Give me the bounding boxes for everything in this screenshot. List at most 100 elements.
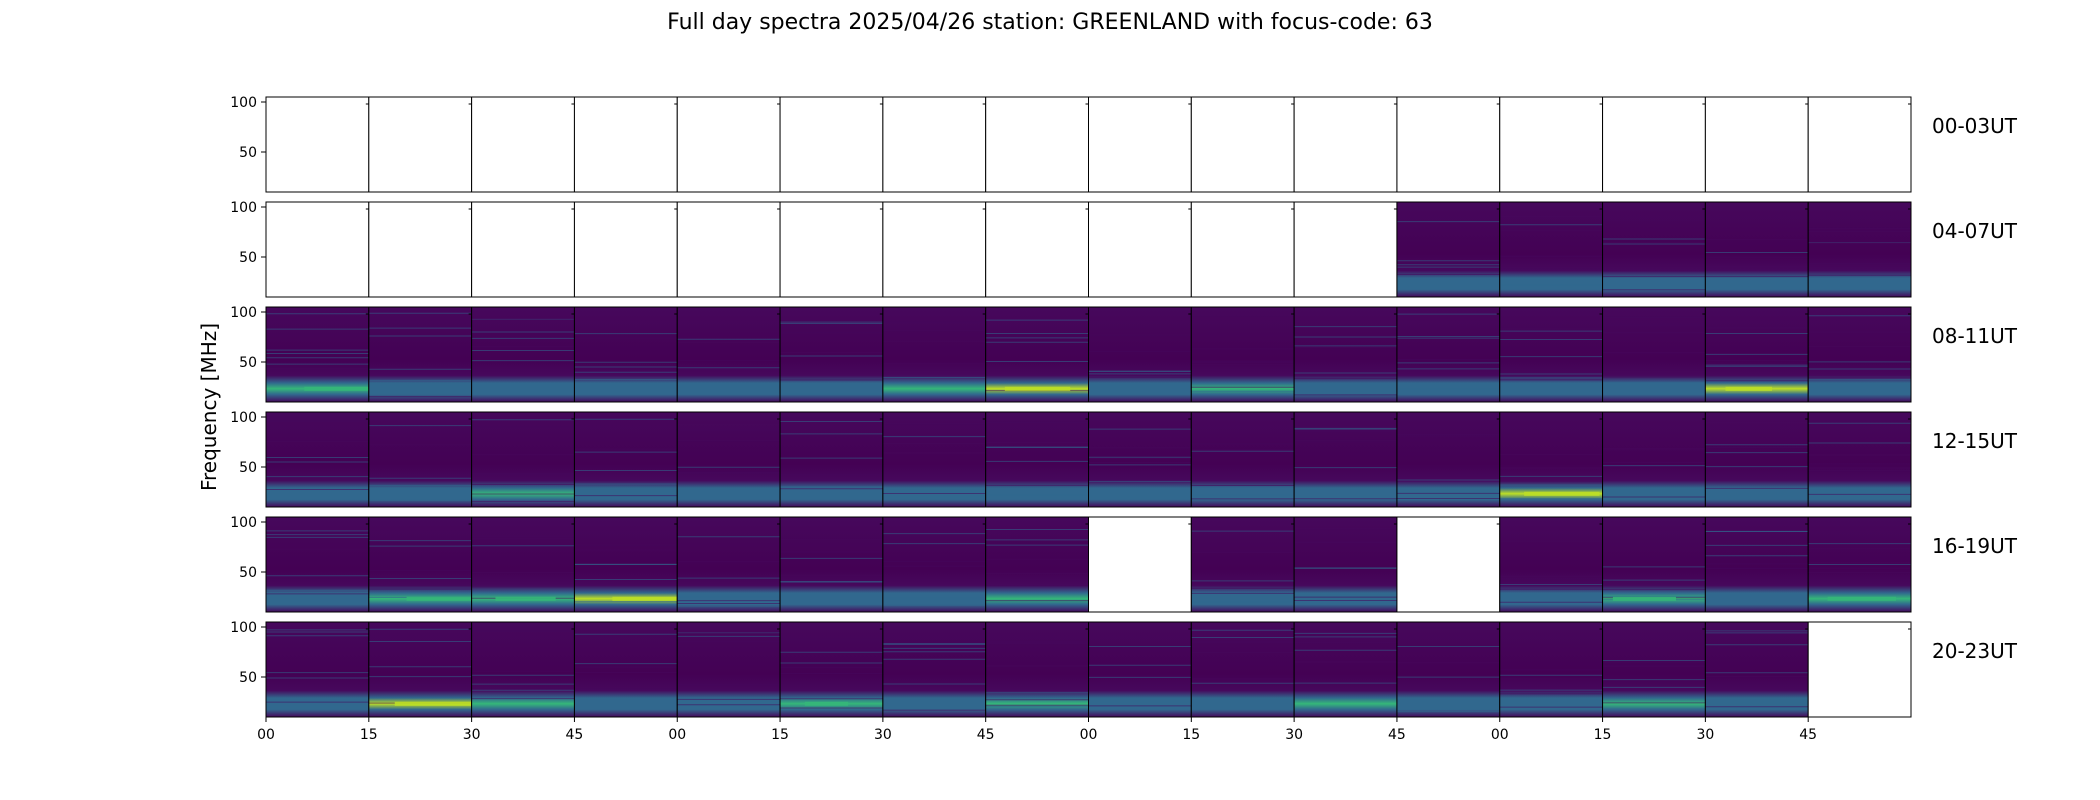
- emission-band: [394, 701, 472, 706]
- spectrum-cell: [1602, 412, 1706, 507]
- y-axis-label: Frequency [MHz]: [197, 323, 221, 491]
- spectrum-panel: [1807, 411, 1912, 508]
- row-label: 20-23UT: [1932, 639, 2018, 663]
- emission-band: [1725, 386, 1773, 391]
- spectrum-panel: [676, 516, 781, 613]
- spectrum-cell: [985, 412, 1089, 507]
- empty-cell: [368, 202, 472, 297]
- spectrum-cell: [780, 622, 883, 717]
- spectrum-panel: [882, 201, 987, 298]
- spectrum-cell: [882, 517, 986, 612]
- row-12-15UT: 100 50 12-15UT: [230, 410, 2018, 508]
- spectrum-panel: [1293, 201, 1398, 298]
- row-label: 00-03UT: [1932, 114, 2018, 138]
- spectrum-panel: [1396, 621, 1501, 718]
- spectrum-panel: [1704, 621, 1809, 718]
- spectrum-panel: [368, 516, 473, 613]
- spectrum-panel: [1088, 411, 1192, 508]
- empty-cell: [677, 97, 781, 192]
- row-16-19UT: 100 50 16-19UT: [230, 515, 2018, 613]
- spectrum-panel: [985, 201, 1089, 298]
- spectrum-panel: [573, 96, 678, 193]
- empty-cell: [1191, 202, 1295, 297]
- y-tick-label: 100: [230, 95, 257, 111]
- spectrum-cell: [1191, 517, 1295, 612]
- y-tick-label: 100: [230, 620, 257, 636]
- x-tick-label: 00: [1491, 727, 1509, 743]
- spectrum-panel: [1190, 306, 1295, 403]
- spectrum-panel: [265, 201, 370, 298]
- spectrum-panel: [573, 621, 678, 718]
- y-tick-label: 50: [239, 250, 257, 266]
- spectrum-cell: [1294, 517, 1397, 612]
- spectrum-panel: [1704, 516, 1809, 613]
- row-00-03UT: 100 50 00-03UT: [230, 95, 2018, 193]
- spectrum-panel: [471, 96, 575, 193]
- spectrum-panel: [985, 411, 1089, 508]
- spectrum-panel: [1396, 516, 1501, 613]
- spectrum-panel: [1293, 411, 1398, 508]
- y-tick-label: 100: [230, 305, 257, 321]
- spectrum-panel: [1293, 96, 1398, 193]
- y-tick-label: 50: [239, 145, 257, 161]
- spectrum-panel: [1602, 96, 1706, 193]
- spectrum-panel: [368, 621, 473, 718]
- spectrum-panel: [779, 96, 884, 193]
- spectrum-panel: [1704, 306, 1809, 403]
- empty-cell: [1191, 97, 1295, 192]
- row-label: 08-11UT: [1932, 324, 2018, 348]
- spectrum-panel: [1602, 411, 1706, 508]
- x-tick-label: 30: [1696, 727, 1714, 743]
- emission-band: [1612, 596, 1676, 601]
- empty-cell: [1294, 97, 1397, 192]
- spectrum-panel: [676, 411, 781, 508]
- spectrum-cell: [471, 412, 575, 507]
- spectrum-panel: [1190, 411, 1295, 508]
- empty-cell: [266, 202, 369, 297]
- x-tick-label: 15: [1594, 727, 1612, 743]
- spectrum-panel: [1088, 516, 1192, 613]
- spectrum-panel: [471, 201, 575, 298]
- spectrum-cell: [1705, 202, 1809, 297]
- spectrum-panel: [676, 201, 781, 298]
- spectrum-panel: [368, 306, 473, 403]
- spectrum-cell: [1396, 202, 1500, 297]
- spectrum-panel: [1190, 96, 1295, 193]
- x-tick-label: 45: [566, 727, 584, 743]
- spectrum-panel: [573, 411, 678, 508]
- spectrum-cell: [368, 622, 472, 717]
- spectrum-panel: [1602, 516, 1706, 613]
- empty-cell: [882, 97, 986, 192]
- spectrum-panel: [676, 96, 781, 193]
- spectrum-panel: [1088, 306, 1192, 403]
- empty-cell: [882, 202, 986, 297]
- panel-frame: [1807, 306, 1912, 403]
- spectrum-cell: [574, 412, 678, 507]
- spectrum-panel: [1499, 96, 1604, 193]
- x-tick-label: 00: [668, 727, 686, 743]
- spectrum-cell: [1396, 307, 1500, 402]
- spectrum-panel: [471, 516, 575, 613]
- spectrum-panel: [1088, 96, 1192, 193]
- spectrum-panel: [1807, 621, 1912, 718]
- spectrum-panel: [676, 621, 781, 718]
- spectrum-cell: [1602, 202, 1706, 297]
- empty-cell: [471, 202, 575, 297]
- empty-cell: [1808, 97, 1911, 192]
- empty-cell: [1396, 517, 1500, 612]
- empty-cell: [1705, 97, 1809, 192]
- spectrum-cell: [1602, 307, 1706, 402]
- spectrum-panel: [779, 306, 884, 403]
- spectrum-panel: [1499, 411, 1604, 508]
- spectrum-cell: [1705, 622, 1809, 717]
- empty-cell: [1294, 202, 1397, 297]
- spectrum-cell: [985, 517, 1089, 612]
- empty-cell: [985, 97, 1089, 192]
- spectrum-panel: [1807, 516, 1912, 613]
- spectrum-panel: [985, 516, 1089, 613]
- spectrum-cell: [1294, 412, 1397, 507]
- spectrum-cell: [1088, 412, 1192, 507]
- empty-cell: [1499, 97, 1603, 192]
- emission-band: [406, 596, 472, 601]
- x-tick-label: 30: [463, 727, 481, 743]
